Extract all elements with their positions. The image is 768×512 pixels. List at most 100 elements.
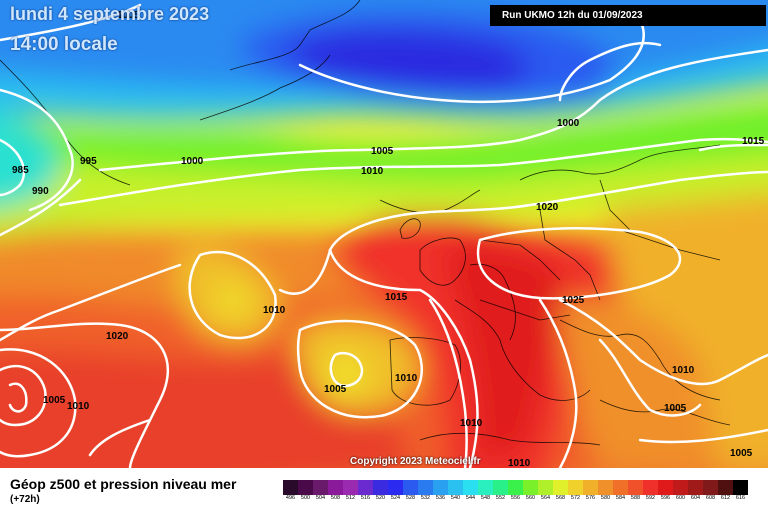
scale-swatch-label: 552 [495,495,506,501]
scale-swatch-label: 520 [375,495,386,501]
scale-swatch-label: 544 [465,495,476,501]
scale-swatch-color [373,480,388,495]
scale-swatch-color [418,480,433,495]
isobar-label: 1010 [395,373,418,384]
scale-swatch-label: 568 [555,495,566,501]
isobar-label: 1015 [385,292,408,303]
scale-swatch-color [523,480,538,495]
scale-swatch: 540 [448,480,463,504]
scale-swatch-color [733,480,748,495]
isobar-label: 1010 [263,305,286,316]
scale-swatch: 512 [343,480,358,504]
isobar-label: 1005 [324,384,347,395]
scale-swatch: 588 [628,480,643,504]
scale-swatch-color [463,480,478,495]
copyright-notice: Copyright 2023 Meteociel.fr [350,456,481,467]
scale-swatch-color [613,480,628,495]
scale-swatch-label: 596 [660,495,671,501]
scale-swatch: 604 [688,480,703,504]
color-scale: 496 500 504 508 512 516 520 524 528 532 536 540 544 5… [283,480,748,504]
scale-swatch-color [478,480,493,495]
scale-swatch-label: 560 [525,495,536,501]
isobar-label: 1005 [117,10,140,21]
scale-swatch-label: 592 [645,495,656,501]
scale-swatch-label: 500 [300,495,311,501]
isobar-label: 1020 [106,331,129,342]
scale-swatch-color [298,480,313,495]
scale-swatch: 556 [508,480,523,504]
scale-swatch-color [448,480,463,495]
scale-swatch: 532 [418,480,433,504]
scale-swatch-color [433,480,448,495]
scale-swatch-label: 576 [585,495,596,501]
scale-swatch-color [553,480,568,495]
scale-swatch-color [493,480,508,495]
isobar-label: 1005 [664,403,687,414]
scale-swatch-label: 512 [345,495,356,501]
scale-swatch-label: 588 [630,495,641,501]
scale-swatch: 536 [433,480,448,504]
scale-swatch-color [643,480,658,495]
coastlines [0,0,731,446]
isobar-label: 1010 [508,458,531,468]
scale-swatch-label: 572 [570,495,581,501]
scale-swatch: 516 [358,480,373,504]
scale-swatch-color [628,480,643,495]
scale-swatch: 500 [298,480,313,504]
scale-swatch-label: 536 [435,495,446,501]
scale-swatch-color [568,480,583,495]
scale-swatch-color [583,480,598,495]
scale-swatch-color [598,480,613,495]
scale-swatch-label: 540 [450,495,461,501]
scale-swatch: 592 [643,480,658,504]
scale-swatch-label: 496 [285,495,296,501]
isobar-label: 1020 [536,202,559,213]
scale-swatch: 528 [403,480,418,504]
scale-swatch: 524 [388,480,403,504]
isobar-label: 1000 [557,118,580,129]
scale-swatch-color [508,480,523,495]
scale-swatch: 508 [328,480,343,504]
scale-swatch-color [538,480,553,495]
model-run-label: Run UKMO 12h du 01/09/2023 [490,5,766,26]
scale-swatch: 548 [478,480,493,504]
scale-swatch-color [403,480,418,495]
scale-swatch-label: 564 [540,495,551,501]
scale-swatch-color [328,480,343,495]
legend-subtitle: (+72h) [10,494,40,505]
scale-swatch-color [673,480,688,495]
scale-swatch-label: 548 [480,495,491,501]
scale-swatch-label: 528 [405,495,416,501]
scale-swatch-color [283,480,298,495]
isobar-label: 1025 [562,295,585,306]
scale-swatch-label: 524 [390,495,401,501]
scale-swatch-label: 608 [705,495,716,501]
isobar-label: 985 [12,165,29,176]
scale-swatch-label: 612 [720,495,731,501]
scale-swatch: 608 [703,480,718,504]
scale-swatch-color [358,480,373,495]
scale-swatch-label: 556 [510,495,521,501]
scale-swatch: 612 [718,480,733,504]
isobar-label: 1010 [361,166,384,177]
scale-swatch-label: 584 [615,495,626,501]
scale-swatch: 552 [493,480,508,504]
scale-swatch: 568 [553,480,568,504]
scale-swatch-color [388,480,403,495]
isobar-label: 1010 [672,365,695,376]
scale-swatch-label: 604 [690,495,701,501]
scale-swatch-color [688,480,703,495]
scale-swatch-label: 580 [600,495,611,501]
scale-swatch: 600 [673,480,688,504]
forecast-date: lundi 4 septembre 2023 [10,4,210,24]
isobar-lines [0,3,768,468]
scale-swatch: 564 [538,480,553,504]
scale-swatch: 572 [568,480,583,504]
scale-swatch: 496 [283,480,298,504]
scale-swatch-label: 616 [735,495,746,501]
legend-title: Géop z500 et pression niveau mer [10,476,237,492]
isobar-label: 995 [80,156,97,167]
